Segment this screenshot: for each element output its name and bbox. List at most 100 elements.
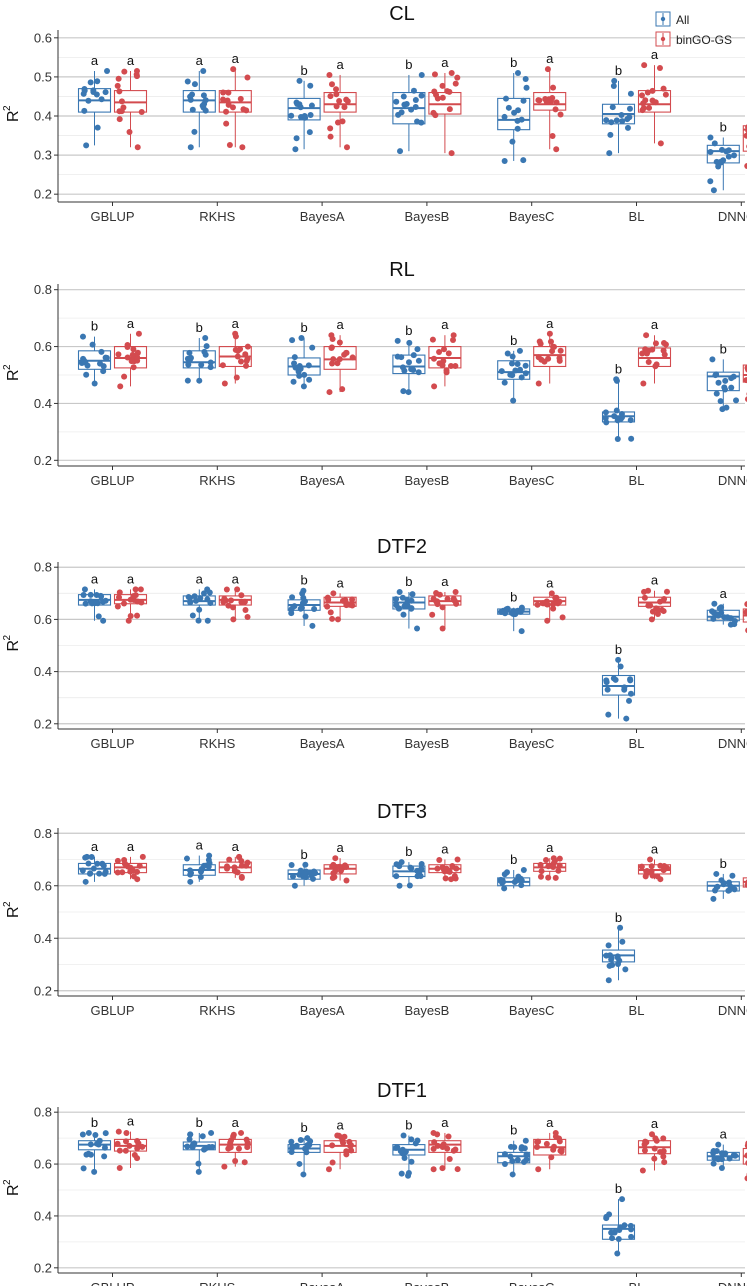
- data-point: [731, 617, 738, 624]
- data-point: [652, 340, 659, 347]
- data-point: [660, 347, 667, 354]
- data-point: [400, 611, 407, 618]
- data-point: [115, 75, 122, 82]
- data-point: [80, 90, 87, 97]
- x-tick-label: BayesC: [509, 1003, 555, 1018]
- data-point: [81, 86, 88, 93]
- data-point: [330, 590, 337, 597]
- box-iqr: [218, 1138, 252, 1153]
- data-point: [515, 107, 522, 114]
- box-bayesa-bingo-gs: a: [323, 1118, 357, 1173]
- data-point: [300, 383, 307, 390]
- x-tick-label: BayesA: [300, 473, 345, 488]
- data-point: [603, 419, 610, 426]
- data-point: [509, 138, 516, 145]
- data-point: [649, 346, 656, 353]
- data-point: [653, 1137, 660, 1144]
- data-point: [302, 861, 309, 868]
- data-point: [660, 85, 667, 92]
- box-dnngp-all: a: [706, 586, 740, 628]
- data-point: [311, 605, 318, 612]
- x-tick-label: BayesB: [404, 736, 449, 751]
- data-point: [614, 953, 621, 960]
- x-tick-label: BayesA: [300, 736, 345, 751]
- data-point: [121, 68, 128, 75]
- data-point: [553, 99, 560, 106]
- data-point: [309, 344, 316, 351]
- data-point: [436, 591, 443, 598]
- data-point: [94, 124, 101, 131]
- data-point: [328, 81, 335, 88]
- data-point: [640, 100, 647, 107]
- data-point: [207, 359, 214, 366]
- data-point: [414, 867, 421, 874]
- data-point: [523, 1151, 530, 1158]
- data-point: [639, 92, 646, 99]
- data-point: [712, 372, 719, 379]
- data-point: [333, 86, 340, 93]
- significance-letter: b: [405, 1118, 412, 1133]
- data-point: [291, 882, 298, 889]
- data-point: [114, 857, 121, 864]
- data-point: [655, 606, 662, 613]
- data-point: [289, 873, 296, 880]
- data-point: [638, 863, 645, 870]
- data-point: [555, 867, 562, 874]
- significance-letter: a: [196, 53, 204, 68]
- data-point: [619, 938, 626, 945]
- data-point: [87, 870, 94, 877]
- data-point: [102, 89, 109, 96]
- data-point: [244, 355, 251, 362]
- data-point: [396, 882, 403, 889]
- data-point: [393, 596, 400, 603]
- data-point: [343, 144, 350, 151]
- data-point: [535, 1166, 542, 1173]
- data-point: [732, 1152, 739, 1159]
- y-tick-label: 0.2: [34, 983, 52, 998]
- data-point: [551, 1143, 558, 1150]
- y-axis-label: R: [5, 110, 22, 122]
- data-point: [327, 93, 334, 100]
- data-point: [605, 977, 612, 984]
- data-point: [649, 872, 656, 879]
- x-tick-label: BL: [629, 209, 645, 224]
- data-point: [336, 863, 343, 870]
- data-point: [512, 367, 519, 374]
- data-point: [645, 358, 652, 365]
- data-point: [196, 377, 203, 384]
- y-tick-label: 0.2: [34, 716, 52, 731]
- data-point: [124, 341, 131, 348]
- data-point: [446, 1156, 453, 1163]
- significance-letter: a: [546, 575, 554, 590]
- data-point: [556, 1138, 563, 1145]
- data-point: [439, 82, 446, 89]
- data-point: [289, 337, 296, 344]
- data-point: [114, 603, 121, 610]
- data-point: [733, 397, 740, 404]
- data-point: [522, 370, 529, 377]
- box-bl-bingo-gs: a: [637, 1116, 672, 1174]
- data-point: [95, 1141, 102, 1148]
- data-point: [220, 599, 227, 606]
- significance-letter: b: [300, 1120, 307, 1135]
- data-point: [618, 112, 625, 119]
- data-point: [453, 865, 460, 872]
- box-gblup-all: a: [77, 839, 112, 885]
- data-point: [307, 82, 314, 89]
- data-point: [707, 134, 714, 141]
- y-axis-label-superscript: 2: [2, 105, 13, 111]
- data-point: [336, 356, 343, 363]
- y-tick-label: 0.4: [34, 1208, 52, 1223]
- data-point: [498, 368, 505, 375]
- data-point: [607, 131, 614, 138]
- data-point: [87, 1141, 94, 1148]
- x-tick-label: BayesB: [404, 209, 449, 224]
- data-point: [547, 338, 554, 345]
- data-point: [445, 1133, 452, 1140]
- box-rkhs-bingo-gs: a: [218, 1115, 252, 1170]
- data-point: [436, 348, 443, 355]
- data-point: [452, 362, 459, 369]
- data-point: [122, 860, 129, 867]
